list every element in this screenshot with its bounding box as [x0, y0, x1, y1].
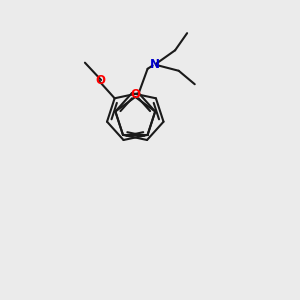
Text: O: O — [130, 88, 140, 101]
Text: O: O — [95, 74, 106, 86]
Text: N: N — [150, 58, 160, 71]
